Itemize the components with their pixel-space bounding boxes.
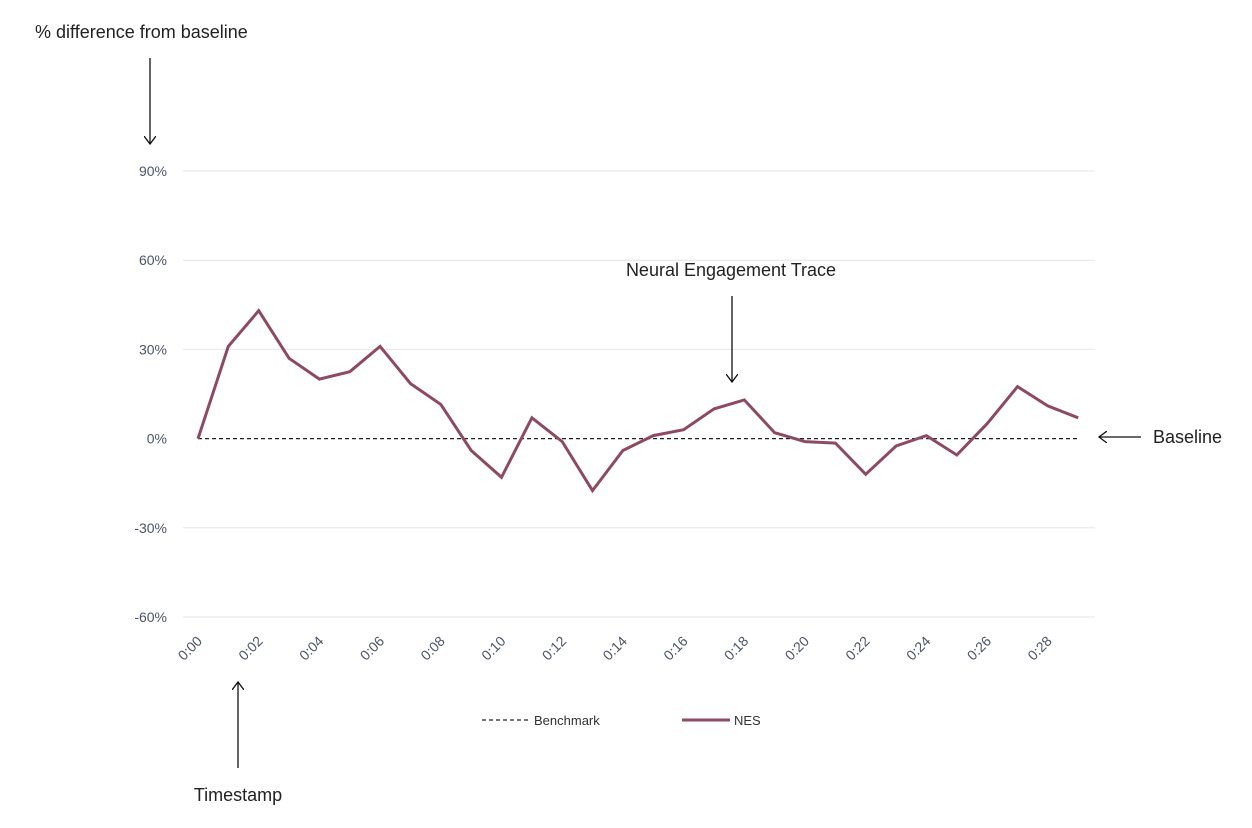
- baseline-annotation: Baseline: [1153, 427, 1222, 447]
- y-tick-label: 60%: [139, 252, 167, 268]
- x-tick-label: 0:00: [175, 633, 206, 664]
- legend-nes-label: NES: [734, 713, 761, 728]
- x-tick-label: 0:24: [903, 633, 934, 664]
- x-tick-label: 0:16: [660, 633, 691, 664]
- y-tick-label: -30%: [134, 520, 167, 536]
- x-tick-label: 0:04: [296, 633, 327, 664]
- x-tick-label: 0:02: [235, 633, 266, 664]
- y-tick-label: 30%: [139, 341, 167, 357]
- legend: Benchmark NES: [482, 713, 761, 728]
- x-tick-label: 0:22: [842, 633, 873, 664]
- x-tick-label: 0:28: [1024, 633, 1055, 664]
- gridlines: [183, 170, 1095, 618]
- x-tick-label: 0:18: [721, 633, 752, 664]
- x-tick-label: 0:20: [782, 633, 813, 664]
- y-tick-label: 0%: [147, 431, 167, 447]
- legend-benchmark-label: Benchmark: [534, 713, 600, 728]
- x-tick-label: 0:06: [357, 633, 388, 664]
- trace-annotation: Neural Engagement Trace: [626, 260, 836, 280]
- series-lines: [196, 308, 1079, 494]
- x-axis-ticks: 0:00 0:02 0:04 0:06 0:08 0:10 0:12 0:14 0:16 0:18…: [175, 633, 1056, 664]
- x-tick-label: 0:10: [478, 633, 509, 664]
- x-tick-label: 0:26: [964, 633, 995, 664]
- x-axis-annotation: Timestamp: [194, 785, 282, 805]
- y-axis-annotation: % difference from baseline: [35, 22, 248, 42]
- y-tick-label: 90%: [139, 163, 167, 179]
- series-line-nes: [196, 308, 1079, 494]
- x-tick-label: 0:08: [417, 633, 448, 664]
- y-axis-ticks: 90% 60% 30% 0% -30% -60%: [134, 163, 167, 625]
- x-tick-label: 0:12: [539, 633, 570, 664]
- y-tick-label: -60%: [134, 609, 167, 625]
- x-tick-label: 0:14: [599, 633, 630, 664]
